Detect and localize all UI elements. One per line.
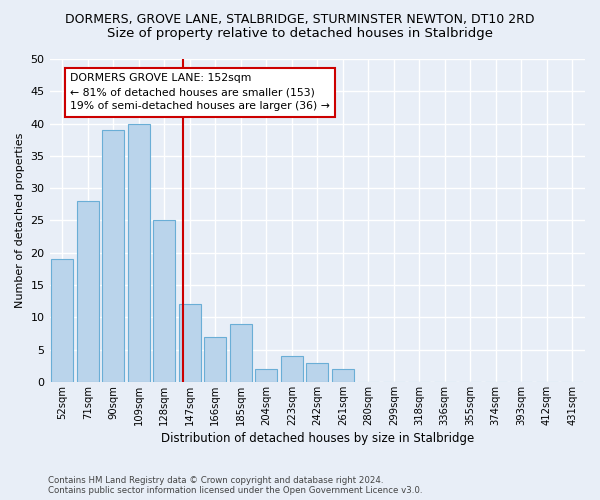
X-axis label: Distribution of detached houses by size in Stalbridge: Distribution of detached houses by size … xyxy=(161,432,474,445)
Y-axis label: Number of detached properties: Number of detached properties xyxy=(15,133,25,308)
Bar xyxy=(230,324,251,382)
Bar xyxy=(154,220,175,382)
Bar xyxy=(128,124,149,382)
Bar xyxy=(281,356,302,382)
Bar xyxy=(205,336,226,382)
Bar xyxy=(256,369,277,382)
Bar xyxy=(307,362,328,382)
Bar xyxy=(103,130,124,382)
Text: Contains HM Land Registry data © Crown copyright and database right 2024.
Contai: Contains HM Land Registry data © Crown c… xyxy=(48,476,422,495)
Bar xyxy=(179,304,200,382)
Text: Size of property relative to detached houses in Stalbridge: Size of property relative to detached ho… xyxy=(107,28,493,40)
Text: DORMERS GROVE LANE: 152sqm
← 81% of detached houses are smaller (153)
19% of sem: DORMERS GROVE LANE: 152sqm ← 81% of deta… xyxy=(70,73,330,111)
Bar xyxy=(332,369,353,382)
Bar xyxy=(77,201,98,382)
Text: DORMERS, GROVE LANE, STALBRIDGE, STURMINSTER NEWTON, DT10 2RD: DORMERS, GROVE LANE, STALBRIDGE, STURMIN… xyxy=(65,12,535,26)
Bar xyxy=(52,259,73,382)
